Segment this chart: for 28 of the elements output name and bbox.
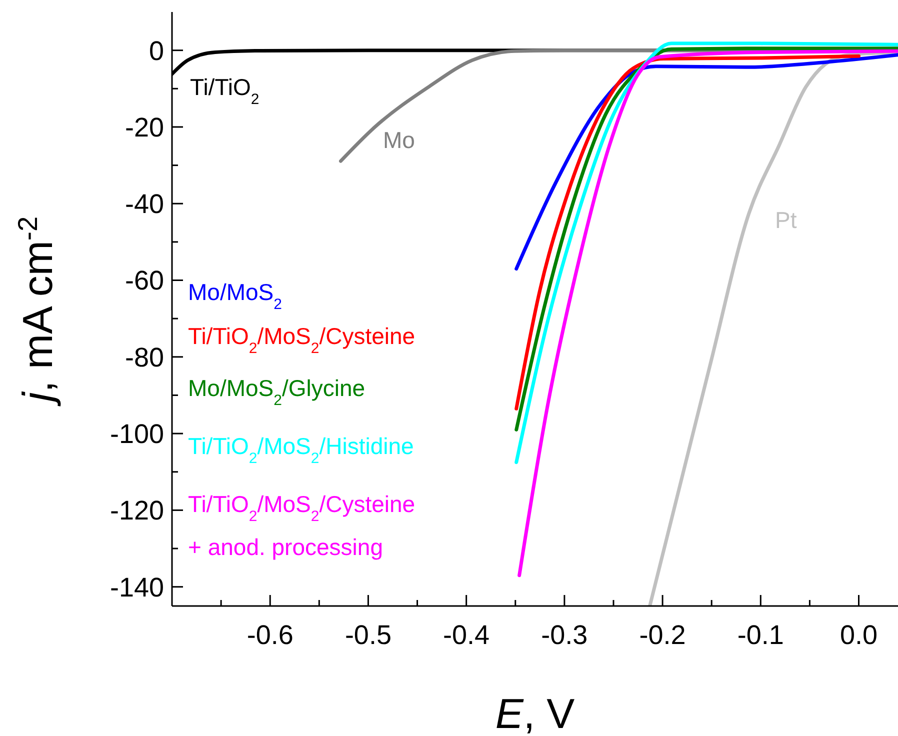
- series-label: Mo: [383, 127, 415, 153]
- line-series: [518, 49, 898, 578]
- text: Mo/MoS$_{2}$/Glycine: [188, 375, 366, 408]
- y-tick-label: -140: [110, 572, 164, 602]
- text: Ti/TiO$_{2}$/MoS$_{2}$/Histidine: [188, 433, 414, 466]
- x-tick-label: -0.4: [443, 620, 490, 650]
- x-tick-label: -0.6: [246, 620, 294, 650]
- y-tick-label: -120: [110, 496, 164, 526]
- y-tick-label: -60: [124, 266, 164, 296]
- y-tick-label: -20: [124, 112, 164, 142]
- y-tick-label: -100: [110, 419, 164, 449]
- text: Ti/TiO$_{2}$/MoS$_{2}$/Cysteine + anod. processing: [188, 491, 416, 560]
- x-tick-label: -0.1: [737, 620, 784, 650]
- line-series: [648, 50, 898, 606]
- y-tick-label: -40: [124, 189, 164, 220]
- line-series: [514, 53, 898, 271]
- x-tick-label: -0.3: [541, 620, 588, 650]
- text: Ti/TiO$_{2}$/MoS$_{2}$/Cysteine: [188, 323, 416, 356]
- x-tick-label: -0.5: [344, 620, 392, 650]
- x-tick-label: 0.0: [840, 620, 878, 650]
- x-tick-label: -0.2: [639, 620, 686, 650]
- y-tick-label: 0: [148, 36, 164, 66]
- text: Mo/MoS$_{2}$: [188, 279, 282, 312]
- y-tick-label: -80: [124, 342, 164, 372]
- line-series: [514, 54, 861, 410]
- series-label: Pt: [775, 207, 798, 233]
- series-label: Ti/TiO$_{2}$: [190, 74, 260, 108]
- x-axis-title: E, V: [495, 690, 575, 736]
